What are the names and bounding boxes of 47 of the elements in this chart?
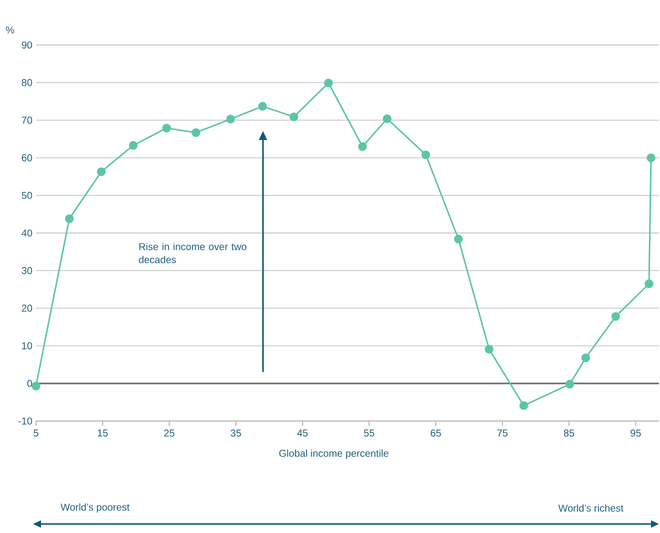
x-tick-label: 35 xyxy=(230,430,242,437)
annotation: Rise in income over two decades xyxy=(138,242,246,264)
y-tick-label: 80 xyxy=(22,79,32,86)
x-tick-label: 75 xyxy=(497,430,508,436)
x-tick-label: 45 xyxy=(297,430,308,436)
y-tick-label: 70 xyxy=(22,116,32,124)
point xyxy=(324,78,333,88)
text: World’s poorest xyxy=(60,503,130,513)
y-tick-label: 60 xyxy=(22,154,32,162)
point xyxy=(258,102,267,111)
point xyxy=(644,279,654,288)
point xyxy=(484,344,494,354)
point xyxy=(290,112,298,122)
x-axis-title: Global income percentile xyxy=(279,450,388,459)
point xyxy=(226,114,235,124)
y-tick-label: -10 xyxy=(18,417,32,425)
point xyxy=(454,234,463,244)
x-tick-label: 55 xyxy=(364,430,374,436)
point xyxy=(421,150,430,160)
point xyxy=(162,124,171,132)
y-tick-label: 20 xyxy=(22,304,32,312)
x-tick-label: 85 xyxy=(564,430,574,437)
point xyxy=(565,380,574,388)
point xyxy=(519,401,528,410)
y-axis-title: % xyxy=(6,26,14,34)
y-tick-label: 30 xyxy=(22,267,32,274)
point xyxy=(646,153,656,162)
point xyxy=(581,353,590,362)
point xyxy=(358,142,367,151)
point xyxy=(382,114,392,124)
point xyxy=(64,214,74,224)
point xyxy=(96,167,106,176)
x-tick-label: 5 xyxy=(34,430,38,436)
y-tick-label: 90 xyxy=(22,41,32,49)
x-tick-label: 25 xyxy=(164,430,174,437)
x-tick-label: 15 xyxy=(98,430,108,436)
y-tick-label: 40 xyxy=(22,229,32,237)
point xyxy=(611,312,620,321)
text: World’s richest xyxy=(558,504,624,512)
y-tick-label: 0 xyxy=(27,380,32,387)
y-tick-label: 50 xyxy=(22,192,32,199)
point xyxy=(192,128,200,137)
y-tick-label: 10 xyxy=(22,342,32,350)
point xyxy=(128,141,138,150)
x-tick-label: 95 xyxy=(630,430,641,437)
point xyxy=(32,382,40,390)
x-tick-label: 65 xyxy=(430,430,441,437)
